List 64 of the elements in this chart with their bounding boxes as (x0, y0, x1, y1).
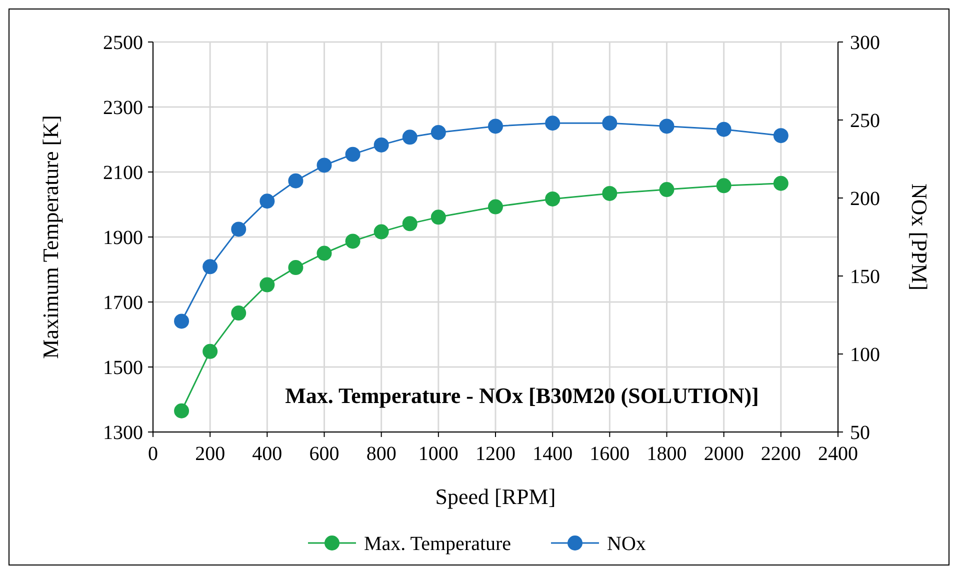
point (231, 222, 246, 237)
point (602, 186, 618, 201)
x-tick-label: 600 (309, 443, 340, 465)
legend-label: Max. Temperature (364, 533, 512, 555)
point (374, 224, 389, 240)
y-tick-label: 1900 (103, 227, 143, 249)
y2-axis-title: NOx [PPM] (907, 184, 932, 290)
point (174, 314, 190, 329)
point (202, 344, 218, 359)
y2-tick-label: 100 (850, 344, 880, 366)
y-tick-label: 1700 (103, 292, 143, 314)
x-tick-label: 1400 (532, 443, 573, 465)
x-tick-label: 1800 (646, 443, 687, 465)
point (659, 182, 674, 198)
legend-label: NOx (607, 533, 646, 555)
y-axis-title: Maximum Temperature [K] (38, 115, 63, 359)
point (288, 260, 304, 276)
point (773, 128, 788, 144)
point (288, 173, 304, 188)
point (260, 277, 275, 292)
point (430, 124, 446, 140)
point (202, 259, 218, 274)
y-tick-label: 2500 (103, 32, 143, 54)
y-tick-label: 1500 (103, 357, 143, 379)
point (316, 246, 332, 261)
point (345, 146, 360, 162)
y2-tick-label: 300 (850, 32, 880, 54)
x-tick-label: 2200 (760, 443, 801, 465)
point (402, 130, 418, 145)
point (231, 306, 246, 321)
point (488, 118, 503, 134)
point (260, 194, 275, 209)
y-tick-label: 1300 (103, 422, 143, 444)
x-tick-label: 400 (252, 443, 282, 465)
point (716, 178, 732, 194)
point (316, 158, 332, 173)
annotation: Max. Temperature - NOx [B30M20 (SOLUTION)] (285, 383, 759, 408)
x-tick-label: 2000 (704, 443, 744, 465)
point (345, 234, 360, 249)
y-tick-label: 2100 (103, 162, 143, 184)
point (374, 137, 389, 152)
point (545, 191, 560, 206)
x-tick-label: 1200 (476, 443, 516, 465)
point (174, 403, 190, 418)
point (402, 216, 418, 232)
y2-tick-label: 50 (850, 422, 870, 444)
x-tick-label: 200 (195, 443, 226, 465)
point (773, 176, 788, 191)
x-tick-label: 1600 (590, 443, 630, 465)
point (602, 116, 618, 131)
x-tick-label: 2400 (818, 443, 858, 465)
point (716, 122, 732, 137)
y-tick-label: 2300 (103, 97, 143, 119)
y2-tick-label: 250 (850, 110, 880, 132)
x-tick-label: 1000 (418, 443, 458, 465)
point (488, 199, 503, 214)
point (545, 116, 560, 131)
point (430, 210, 446, 225)
y2-tick-label: 200 (850, 188, 880, 210)
point (659, 118, 674, 134)
x-axis-title: Speed [RPM] (435, 484, 556, 509)
x-tick-label: 800 (366, 443, 396, 465)
x-tick-label: 0 (148, 443, 158, 465)
y2-tick-label: 150 (850, 266, 880, 288)
